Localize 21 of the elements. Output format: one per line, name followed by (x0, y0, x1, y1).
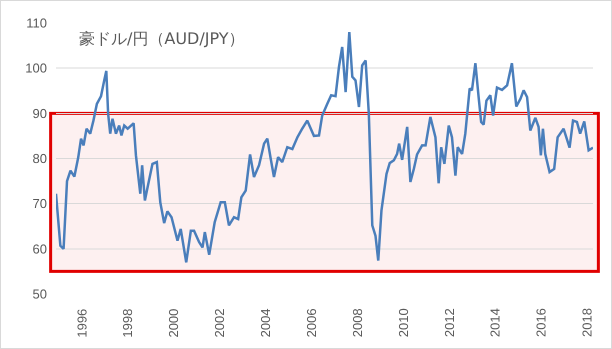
x-tick-label: 2018 (580, 308, 595, 337)
y-tick-label: 90 (32, 106, 47, 121)
x-tick-label: 1996 (74, 308, 90, 338)
x-tick-label: 2012 (442, 308, 457, 338)
y-tick-label: 110 (26, 16, 47, 31)
y-tick-label: 100 (25, 60, 47, 76)
chart-title: 豪ドル/円（AUD/JPY） (79, 29, 245, 48)
x-tick-label: 2004 (258, 308, 274, 338)
line-series (56, 30, 593, 264)
y-tick-label: 80 (32, 151, 47, 166)
x-tick-label: 2010 (396, 308, 411, 338)
x-tick-label: 2000 (166, 308, 182, 338)
x-tick-label: 2014 (488, 308, 503, 338)
x-tick-label: 2002 (212, 308, 228, 338)
y-tick-label: 50 (32, 286, 47, 302)
x-tick-label: 2016 (534, 308, 549, 338)
x-tick-label: 2006 (304, 308, 319, 338)
x-tick-label: 2008 (350, 308, 365, 338)
y-tick-label: 60 (32, 241, 47, 256)
y-tick-label: 70 (32, 196, 47, 212)
x-tick-label: 1998 (120, 308, 136, 338)
